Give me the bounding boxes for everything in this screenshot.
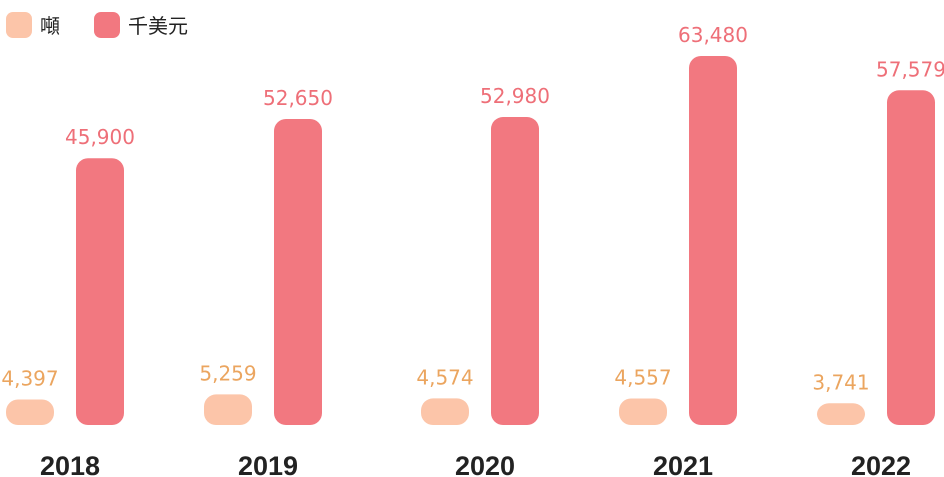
- x-tick-label-2018: 2018: [40, 451, 100, 477]
- bar-tons-2021: [619, 398, 667, 425]
- bar-thousand-usd-2018: [76, 158, 124, 425]
- bar-thousand-usd-2022: [887, 90, 935, 426]
- bar-tons-2018: [6, 399, 54, 425]
- legend-item-tons: 噸: [6, 10, 60, 39]
- x-tick-label-2021: 2021: [653, 451, 713, 477]
- x-tick-label-2020: 2020: [455, 451, 515, 477]
- data-label-thousand-usd-2022: 57,579: [876, 57, 944, 81]
- data-label-tons-2021: 4,557: [614, 366, 671, 390]
- bar-thousand-usd-2021: [689, 56, 737, 425]
- data-label-tons-2020: 4,574: [416, 365, 473, 389]
- legend-label-thousand-usd: 千美元: [128, 14, 188, 38]
- data-label-tons-2019: 5,259: [199, 361, 256, 385]
- x-tick-label-2019: 2019: [238, 451, 298, 477]
- data-label-tons-2018: 4,397: [1, 366, 58, 390]
- bar-thousand-usd-2019: [274, 118, 322, 425]
- bar-tons-2019: [204, 394, 252, 425]
- data-label-tons-2022: 3,741: [812, 370, 869, 394]
- bar-thousand-usd-2020: [491, 117, 539, 425]
- data-label-thousand-usd-2021: 63,480: [678, 23, 748, 47]
- legend-swatch-thousand-usd: [94, 11, 120, 38]
- data-label-thousand-usd-2018: 45,900: [65, 125, 135, 149]
- legend-item-thousand-usd: 千美元: [94, 10, 188, 39]
- data-label-thousand-usd-2020: 52,980: [480, 84, 550, 108]
- bar-tons-2020: [421, 398, 469, 425]
- bar-tons-2022: [817, 403, 865, 425]
- data-label-thousand-usd-2019: 52,650: [263, 86, 333, 110]
- legend-label-tons: 噸: [40, 14, 60, 38]
- legend: 噸 千美元: [6, 10, 222, 39]
- x-tick-label-2022: 2022: [851, 451, 911, 477]
- legend-swatch-tons: [6, 11, 32, 38]
